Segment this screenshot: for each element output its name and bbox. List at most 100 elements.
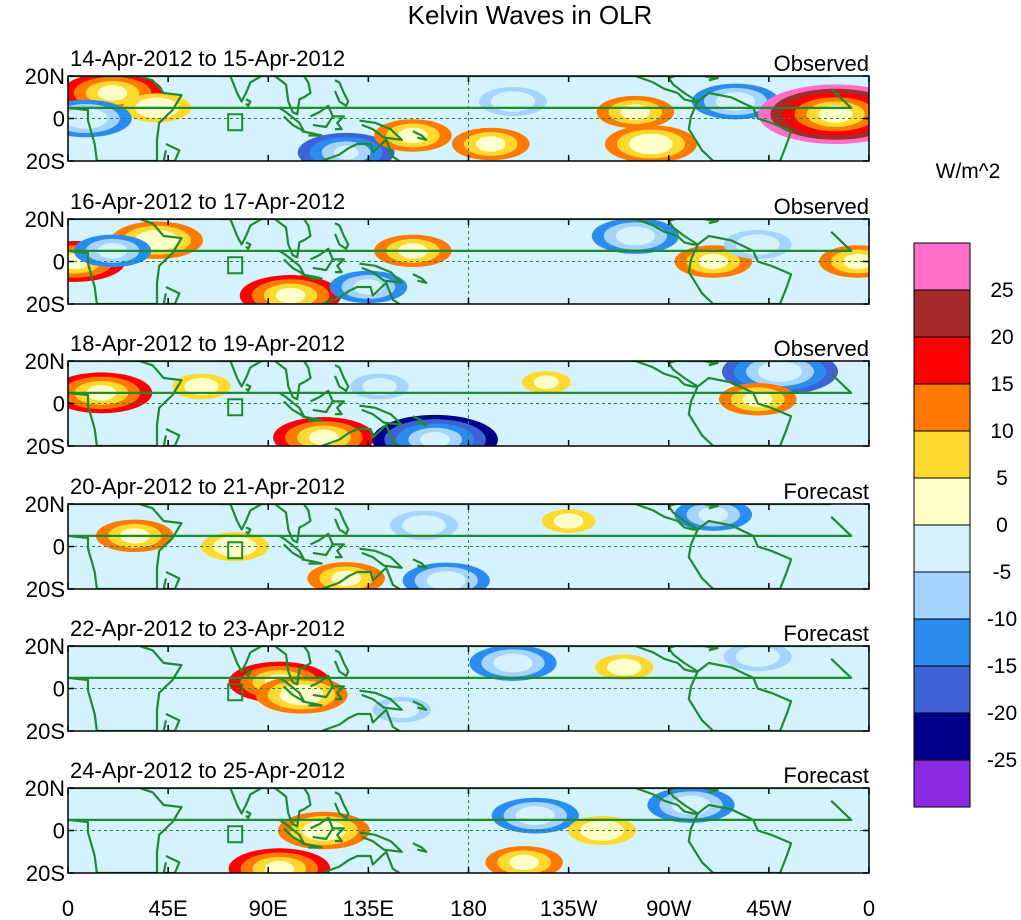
colorbar-swatch bbox=[913, 759, 971, 808]
anomaly-blob-4 bbox=[541, 509, 596, 533]
coastline-madagascar bbox=[162, 571, 181, 589]
coastline-sulawesi bbox=[332, 258, 345, 274]
panel-date-range: 18-Apr-2012 to 19-Apr-2012 bbox=[70, 331, 345, 356]
coastline-indochina bbox=[274, 219, 312, 259]
coastline-philippines bbox=[333, 364, 350, 392]
panel-date-range: 14-Apr-2012 to 15-Apr-2012 bbox=[70, 46, 345, 71]
y-tick-label: 0 bbox=[53, 819, 65, 844]
y-tick-label: 0 bbox=[53, 677, 65, 702]
x-axis: 0 45E 90E 135E 180 135W 90W 45W 0 bbox=[62, 896, 875, 920]
coastline-java bbox=[301, 273, 323, 280]
anomaly-contour bbox=[553, 513, 584, 529]
y-tick-label: 20N bbox=[25, 207, 65, 232]
colorbar-label: -25 bbox=[987, 749, 1017, 772]
anomaly-contour bbox=[533, 375, 559, 390]
x-tick-label: 0 bbox=[62, 896, 74, 920]
coastline-indochina bbox=[274, 504, 312, 544]
x-tick-label: 135E bbox=[343, 896, 394, 920]
coastline-hispaniola bbox=[704, 646, 719, 652]
land-outlines bbox=[68, 646, 853, 731]
anomaly-contour bbox=[698, 506, 729, 523]
anomaly-contour bbox=[362, 377, 397, 396]
panel-stack: 20N 0 20S 14-Apr-2012 to 15-Apr-2012 Observe… bbox=[25, 46, 870, 886]
coastline-srilanka bbox=[245, 810, 252, 819]
anomaly-contour bbox=[620, 104, 651, 120]
region-box bbox=[227, 256, 244, 275]
coastline-india bbox=[219, 76, 263, 103]
region-box bbox=[227, 683, 244, 702]
colorbar-swatch bbox=[913, 430, 971, 479]
colorbar-swatch bbox=[913, 712, 971, 761]
coastline-india bbox=[219, 646, 263, 673]
y-tick-label: 0 bbox=[53, 392, 65, 417]
anomaly-contour bbox=[420, 431, 450, 446]
anomaly-contour bbox=[426, 571, 466, 589]
coastline-australia bbox=[321, 281, 401, 304]
anomaly-field bbox=[68, 76, 869, 161]
region-box bbox=[227, 541, 244, 560]
coastline-hispaniola bbox=[704, 361, 719, 367]
x-tick-label: 0 bbox=[863, 896, 875, 920]
y-tick-label: 0 bbox=[53, 250, 65, 275]
anomaly-contour bbox=[615, 226, 655, 246]
region-box bbox=[227, 398, 244, 417]
coastline-java bbox=[301, 130, 323, 137]
coastline-newguinea bbox=[359, 689, 403, 711]
anomaly-contour bbox=[515, 806, 555, 826]
land-outlines bbox=[68, 788, 853, 873]
coastline-srilanka bbox=[245, 526, 252, 535]
colorbar-label: 25 bbox=[990, 279, 1013, 302]
coastline-srilanka bbox=[245, 668, 252, 677]
coastline-borneo bbox=[310, 674, 334, 699]
coastline-newguinea bbox=[359, 119, 403, 141]
coastline-hispaniola bbox=[704, 219, 719, 225]
coastline-africa bbox=[68, 788, 853, 873]
anomaly-blob-6 bbox=[390, 510, 458, 540]
x-tick-label: 135W bbox=[540, 896, 598, 920]
coastline-india bbox=[219, 788, 263, 815]
anomaly-blob-5 bbox=[374, 119, 452, 152]
coastline-solomons bbox=[412, 700, 428, 711]
coastline-borneo bbox=[310, 816, 334, 841]
coastline-madagascar bbox=[162, 713, 181, 731]
coastline-africa bbox=[68, 504, 853, 589]
panel-date-range: 22-Apr-2012 to 23-Apr-2012 bbox=[70, 616, 345, 641]
colorbar-swatch bbox=[913, 383, 971, 432]
coastline-indochina bbox=[274, 788, 312, 828]
region-box bbox=[227, 113, 244, 132]
coastline-africa bbox=[68, 646, 853, 731]
coastline-sumatra bbox=[278, 676, 305, 703]
coastline-sulawesi bbox=[332, 827, 345, 843]
coastline-india bbox=[219, 219, 263, 246]
coastline-sumatra bbox=[278, 534, 305, 561]
colorbar-label: -5 bbox=[993, 561, 1012, 584]
y-tick-label: 20N bbox=[25, 492, 65, 517]
coastline-australia bbox=[321, 138, 401, 161]
panel-date-range: 24-Apr-2012 to 25-Apr-2012 bbox=[70, 758, 345, 783]
coastline-sumatra bbox=[278, 106, 305, 133]
colorbar-swatch bbox=[913, 665, 971, 714]
anomaly-contour bbox=[212, 536, 257, 557]
coastline-southamerica bbox=[687, 803, 793, 873]
panel-6: 20N 0 20S 24-Apr-2012 to 25-Apr-2012 Forecas… bbox=[25, 758, 870, 886]
anomaly-blob-4 bbox=[239, 275, 342, 304]
coastline-philippines bbox=[333, 507, 350, 535]
colorbar-swatch bbox=[913, 571, 971, 620]
coastline-centralamerica bbox=[635, 788, 699, 815]
anomaly-contour bbox=[698, 253, 729, 270]
coastline-sulawesi bbox=[332, 400, 345, 416]
anomaly-contour bbox=[301, 820, 346, 841]
colorbar-units: W/m^2 bbox=[936, 160, 1001, 183]
colorbar: W/m^2 25 20 15 10 5 0 -5 -10 -15 -20 -25 bbox=[913, 160, 1017, 808]
coastline-australia bbox=[321, 566, 401, 589]
y-tick-label: 20S bbox=[26, 292, 65, 317]
coastline-sumatra bbox=[278, 818, 305, 845]
coastline-borneo bbox=[310, 104, 334, 129]
panel-2: 20N 0 20S 16-Apr-2012 to 17-Apr-2012 Observe… bbox=[25, 189, 870, 317]
anomaly-blob-5 bbox=[674, 504, 753, 531]
anomaly-blob-7 bbox=[402, 562, 490, 589]
coastline-africa bbox=[68, 361, 853, 446]
anomaly-blob-2 bbox=[228, 848, 331, 873]
coastline-solomons bbox=[412, 273, 428, 284]
